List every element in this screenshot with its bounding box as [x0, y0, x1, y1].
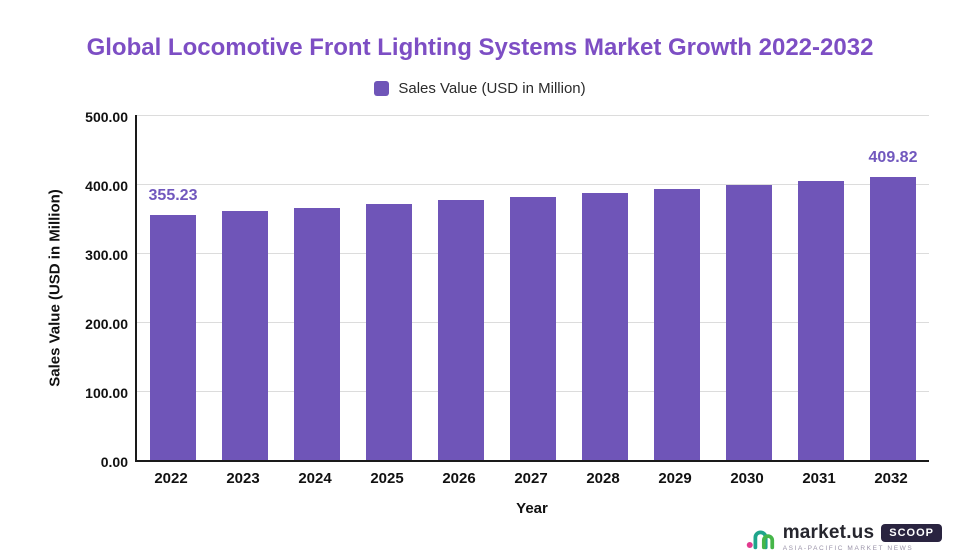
x-tick-2025: 2025: [370, 470, 404, 487]
x-tick-labels: 2022 2023 2024 2025 2026 2027 2028 2029 2030 2031…: [135, 470, 929, 490]
x-tick-2030: 2030: [730, 470, 764, 487]
data-label-2032: 409.82: [868, 149, 918, 167]
x-axis-label: Year: [516, 500, 548, 517]
y-tick-300: 300.00: [85, 247, 128, 263]
legend-swatch: [374, 81, 390, 96]
bar-2022: [150, 214, 196, 460]
brand-name: market.us: [782, 522, 875, 543]
bar-2027: [510, 196, 556, 460]
scoop-badge: SCOOP: [881, 524, 942, 542]
legend: Sales Value (USD in Million): [0, 80, 960, 97]
bar-2025: [366, 204, 412, 460]
brand-footer: market.us SCOOP ASIA-PACIFIC MARKET NEWS: [746, 522, 942, 552]
x-tick-2022: 2022: [154, 470, 188, 487]
bar-2032: [870, 177, 916, 460]
y-tick-labels: 0.00 100.00 200.00 300.00 400.00 500.00: [40, 109, 128, 470]
y-tick-200: 200.00: [85, 316, 128, 332]
gridline-400: [137, 184, 929, 185]
bar-2031: [798, 181, 844, 460]
bar-2030: [726, 185, 772, 460]
x-tick-2032: 2032: [874, 470, 908, 487]
bar-2028: [582, 192, 628, 460]
y-tick-500: 500.00: [85, 109, 128, 125]
data-label-2022: 355.23: [148, 186, 198, 204]
bar-2026: [438, 200, 484, 460]
x-tick-2024: 2024: [298, 470, 332, 487]
x-tick-2031: 2031: [802, 470, 836, 487]
chart-title: Global Locomotive Front Lighting Systems…: [86, 34, 874, 61]
x-tick-2028: 2028: [586, 470, 620, 487]
x-tick-2023: 2023: [226, 470, 260, 487]
brand-tagline: ASIA-PACIFIC MARKET NEWS: [782, 545, 914, 552]
bar-2029: [654, 189, 700, 460]
plot-area: 355.23 409.82: [135, 115, 929, 462]
y-tick-0: 0.00: [100, 454, 128, 470]
gridline-500: [137, 115, 929, 116]
y-tick-100: 100.00: [85, 385, 128, 401]
y-tick-400: 400.00: [85, 178, 128, 194]
x-tick-2029: 2029: [658, 470, 692, 487]
x-tick-2027: 2027: [514, 470, 548, 487]
bar-2023: [222, 211, 268, 460]
bar-2024: [294, 207, 340, 460]
marketus-logo-icon: [746, 530, 774, 550]
legend-label: Sales Value (USD in Million): [398, 80, 586, 97]
x-tick-2026: 2026: [442, 470, 476, 487]
